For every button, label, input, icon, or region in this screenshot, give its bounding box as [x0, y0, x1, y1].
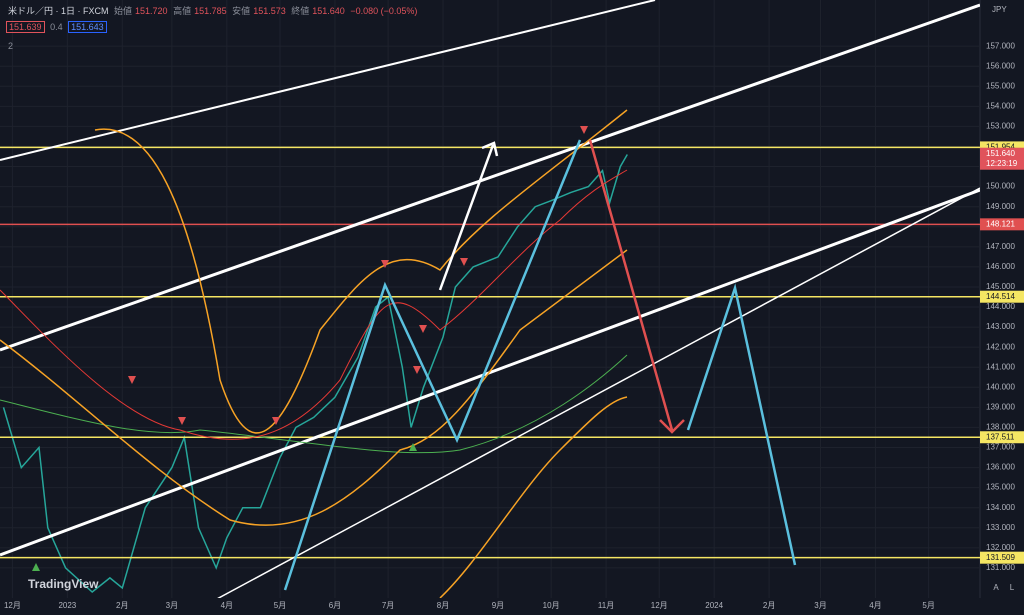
- x-tick-label: 12月: [651, 601, 668, 610]
- level-tag: [980, 551, 1024, 564]
- last-price-tag: [980, 147, 1024, 170]
- value: 151.720: [135, 6, 168, 16]
- x-tick-label: 12月: [4, 601, 21, 610]
- x-tick-label: 5月: [274, 601, 286, 610]
- x-tick-label: 2023: [58, 601, 76, 610]
- channel-line: [0, 188, 980, 557]
- x-tick-label: 4月: [221, 601, 233, 610]
- level-label: 137.511: [986, 432, 1015, 441]
- y-tick-label: 134.000: [986, 503, 1015, 512]
- symbol[interactable]: 米ドル／円 · 1日 · FXCM: [8, 6, 109, 16]
- y-tick-label: 138.000: [986, 423, 1015, 432]
- drawings: [0, 0, 980, 598]
- y-tick-label: 141.000: [986, 362, 1015, 371]
- countdown: 12:23:19: [986, 159, 1018, 168]
- y-tick-label: 149.000: [986, 202, 1015, 211]
- y-tick-label: 132.000: [986, 543, 1015, 552]
- y-tick-label: 140.000: [986, 382, 1015, 391]
- plot: [0, 0, 980, 598]
- label: 終値: [291, 6, 310, 16]
- legend-row: 米ドル／円 · 1日 · FXCM 始値 151.720 高値 151.785 安値…: [8, 4, 420, 17]
- y-tick-label: 137.000: [986, 443, 1015, 452]
- y-tick-label: 139.000: [986, 402, 1015, 411]
- y-tick-label: 144.000: [986, 302, 1015, 311]
- scenario-line: [283, 139, 582, 591]
- y-tick-label: 156.000: [986, 61, 1015, 70]
- label: 高値: [173, 6, 192, 16]
- scenario-arrow: [588, 139, 685, 434]
- y-tick-label: 146.000: [986, 262, 1015, 271]
- level-label: 151.954: [986, 143, 1015, 152]
- brand: TradingView: [28, 577, 99, 591]
- value: 151.573: [253, 6, 286, 16]
- y-tick-label: 135.000: [986, 483, 1015, 492]
- bid[interactable]: 151.639: [6, 21, 45, 33]
- y-tick-label: 154.000: [986, 101, 1015, 110]
- y-tick-label: 155.000: [986, 81, 1015, 90]
- indicator-toggle[interactable]: 2: [8, 41, 14, 51]
- x-tick-label: 5月: [922, 601, 934, 610]
- bollinger-band: [94, 109, 628, 434]
- channel-line: [217, 187, 980, 598]
- x-tick-label: 4月: [869, 601, 881, 610]
- price-line: [2, 154, 628, 593]
- spread: 0.4: [50, 22, 63, 32]
- log-button[interactable]: L: [1010, 583, 1015, 592]
- x-tick-label: 3月: [166, 601, 178, 610]
- value: 151.640: [312, 6, 345, 16]
- y-tick-label: 136.000: [986, 463, 1015, 472]
- y-tick-label: 147.000: [986, 242, 1015, 251]
- moving-average: [0, 354, 628, 454]
- change: −0.080 (−0.05%): [350, 6, 418, 16]
- x-tick-label: 8月: [437, 601, 449, 610]
- currency[interactable]: JPY: [992, 5, 1007, 14]
- level-tag: [980, 431, 1024, 444]
- x-tick-label: 9月: [492, 601, 504, 610]
- x-tick-label: 3月: [814, 601, 826, 610]
- bollinger-band: [439, 396, 628, 598]
- moving-average: [0, 169, 628, 440]
- x-tick-label: 2月: [116, 601, 128, 610]
- ask[interactable]: 151.643: [68, 21, 107, 33]
- quote-row: 151.639 0.4 151.643: [6, 21, 110, 33]
- x-tick-label: 11月: [598, 601, 614, 610]
- x-tick-label: 7月: [382, 601, 394, 610]
- bollinger-band: [0, 249, 628, 526]
- y-tick-label: 131.000: [986, 563, 1015, 572]
- price-axis: [980, 0, 1024, 615]
- channel-line: [0, 0, 656, 161]
- y-tick-label: 157.000: [986, 41, 1015, 50]
- x-tick-label: 10月: [543, 601, 560, 610]
- channel-line: [0, 3, 980, 352]
- scenario-line: [686, 283, 797, 566]
- y-tick-label: 143.000: [986, 322, 1015, 331]
- level-tag: [980, 290, 1024, 303]
- level-label: 144.514: [986, 292, 1015, 301]
- x-tick-label: 2024: [705, 601, 723, 610]
- value: 151.785: [194, 6, 227, 16]
- signal-marker: [128, 126, 588, 425]
- level-tag: [980, 218, 1024, 231]
- y-tick-label: 145.000: [986, 282, 1015, 291]
- signal-marker: [32, 443, 417, 571]
- y-tick-label: 142.000: [986, 342, 1015, 351]
- label: 始値: [114, 6, 133, 16]
- y-tick-label: 133.000: [986, 523, 1015, 532]
- label: 安値: [232, 6, 251, 16]
- scenario-arrow: [438, 141, 499, 291]
- level-label: 148.121: [986, 219, 1015, 228]
- auto-button[interactable]: A: [993, 583, 999, 592]
- y-tick-label: 150.000: [986, 182, 1015, 191]
- last-price: 151.640: [986, 149, 1015, 158]
- level-label: 131.509: [986, 553, 1015, 562]
- x-tick-label: 6月: [329, 601, 341, 610]
- x-tick-label: 2月: [763, 601, 775, 610]
- y-tick-label: 153.000: [986, 122, 1015, 131]
